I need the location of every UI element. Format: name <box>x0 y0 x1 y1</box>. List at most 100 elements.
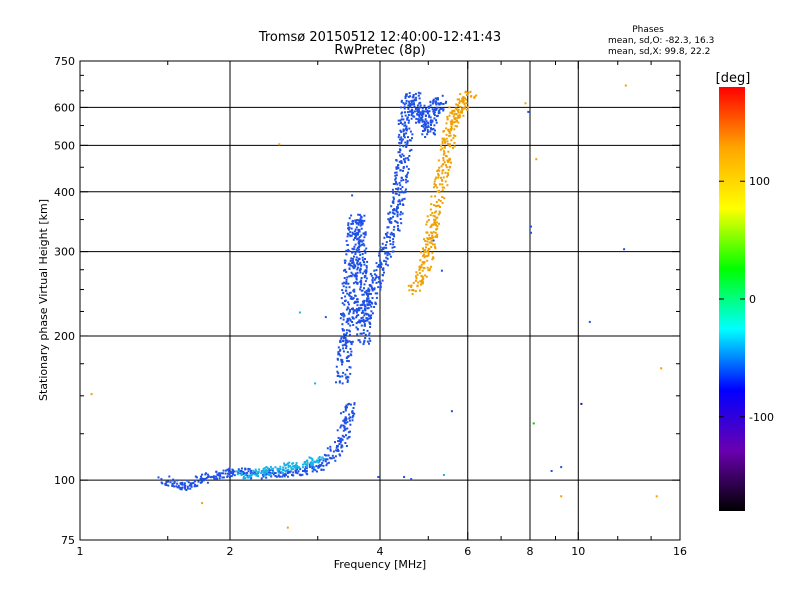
data-point <box>205 476 208 479</box>
data-point <box>446 184 449 187</box>
data-point <box>368 293 371 295</box>
data-point <box>394 174 397 177</box>
trace-o-F1 <box>335 213 372 385</box>
data-point <box>397 200 400 203</box>
data-point <box>426 237 429 240</box>
data-point <box>357 231 360 234</box>
data-point <box>353 288 356 291</box>
data-point <box>339 375 342 378</box>
data-point <box>434 195 437 198</box>
data-point <box>364 280 367 283</box>
data-point <box>250 469 252 472</box>
data-point <box>335 381 337 384</box>
data-point <box>365 291 368 294</box>
data-point <box>263 467 266 470</box>
data-point <box>382 274 384 277</box>
data-point <box>397 164 400 167</box>
data-point <box>450 111 453 114</box>
x-tick-label: 10 <box>571 545 585 558</box>
data-point <box>178 486 181 489</box>
data-point <box>341 282 344 285</box>
data-point <box>417 281 420 284</box>
data-point <box>421 120 424 123</box>
data-point <box>350 271 353 274</box>
data-point <box>252 469 255 472</box>
data-point <box>191 482 194 485</box>
data-point <box>283 469 286 472</box>
data-point <box>437 172 440 175</box>
data-point <box>169 481 172 484</box>
data-point <box>410 100 413 102</box>
data-point <box>438 189 440 192</box>
data-point <box>473 95 476 98</box>
data-point <box>387 218 390 221</box>
data-point <box>335 449 338 452</box>
data-point <box>420 125 423 127</box>
data-point <box>373 273 376 276</box>
data-point <box>317 460 320 463</box>
data-point <box>315 460 318 463</box>
data-point <box>410 285 413 288</box>
data-point <box>342 335 345 338</box>
data-point <box>338 380 341 383</box>
data-point <box>356 271 359 274</box>
data-point <box>430 265 433 268</box>
data-point <box>358 248 361 251</box>
data-point <box>448 143 451 146</box>
data-point <box>401 115 404 118</box>
data-point <box>404 141 407 144</box>
data-point <box>406 180 409 183</box>
data-point <box>354 272 357 275</box>
data-point <box>220 472 223 475</box>
data-point <box>379 284 382 287</box>
data-point <box>415 275 417 278</box>
data-point <box>286 469 289 472</box>
data-point <box>446 140 449 143</box>
data-point <box>398 141 401 144</box>
data-point <box>350 342 353 345</box>
data-point <box>419 113 422 116</box>
data-point <box>431 223 434 226</box>
data-point <box>438 210 441 213</box>
data-point <box>340 335 343 338</box>
data-point <box>401 138 404 141</box>
data-point <box>229 470 232 473</box>
data-point <box>402 102 405 105</box>
data-point <box>411 293 414 295</box>
data-point <box>375 281 378 284</box>
data-point <box>442 176 445 179</box>
x-tick-label: 16 <box>673 545 687 558</box>
data-point <box>369 323 372 325</box>
data-point <box>446 117 449 120</box>
data-point <box>368 290 371 293</box>
data-point <box>434 211 436 214</box>
data-point <box>375 276 378 279</box>
data-point <box>416 104 419 107</box>
data-point <box>393 209 396 212</box>
data-point <box>194 475 197 478</box>
data-point <box>432 100 435 103</box>
data-point <box>322 468 325 471</box>
data-point <box>353 402 356 405</box>
data-point <box>355 219 358 222</box>
data-point <box>320 458 323 461</box>
data-point <box>353 255 355 258</box>
data-point <box>171 483 174 486</box>
data-point <box>279 465 282 468</box>
data-point <box>414 92 417 95</box>
data-point <box>473 96 476 99</box>
data-point <box>312 468 315 471</box>
trace-o-low-cyan <box>236 456 325 480</box>
data-point <box>250 474 253 477</box>
data-point <box>360 221 363 223</box>
data-point <box>299 468 302 471</box>
data-point <box>444 180 447 183</box>
data-point <box>430 239 433 242</box>
data-point <box>336 375 339 377</box>
scatter-point <box>527 110 530 113</box>
data-point <box>443 150 445 153</box>
data-point <box>422 262 425 265</box>
data-point <box>295 467 297 470</box>
data-point <box>433 218 436 221</box>
data-point <box>375 269 378 272</box>
